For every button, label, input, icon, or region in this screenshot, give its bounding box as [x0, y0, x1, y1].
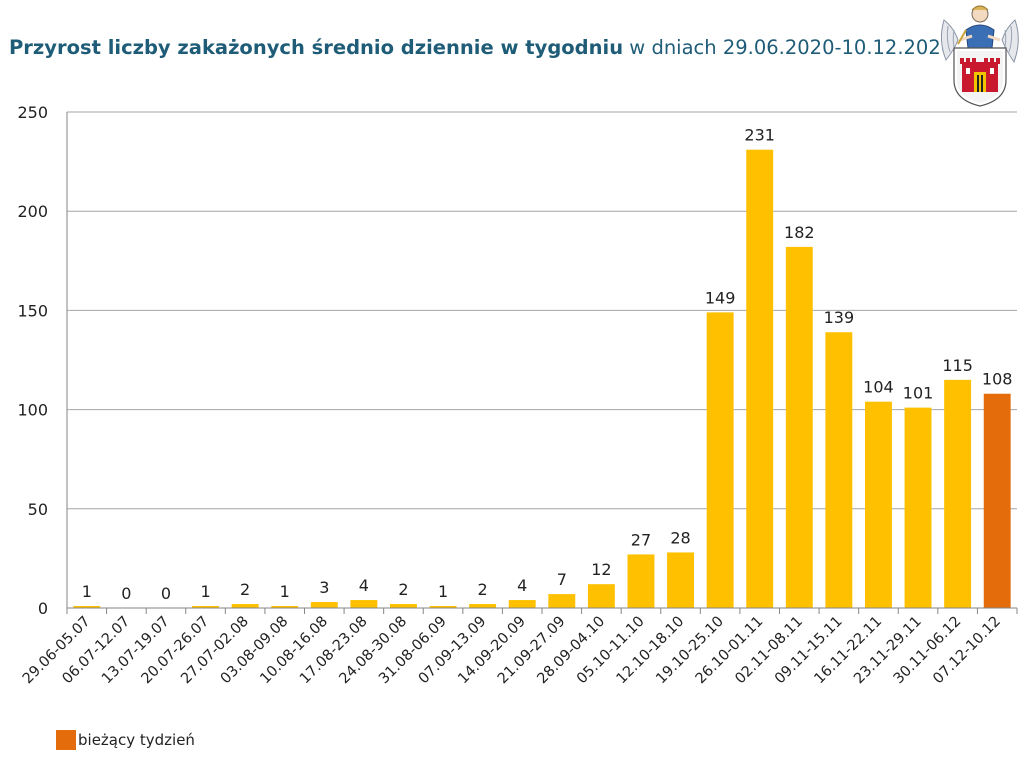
bar — [310, 602, 338, 608]
data-label: 2 — [398, 580, 408, 599]
data-label: 0 — [161, 584, 171, 603]
bar — [627, 554, 655, 608]
legend: bieżący tydzień — [56, 730, 195, 750]
bar — [667, 552, 694, 608]
bar — [825, 332, 853, 608]
data-label: 28 — [670, 528, 690, 547]
bar — [746, 149, 774, 609]
legend-label: bieżący tydzień — [78, 731, 195, 749]
data-label: 101 — [903, 384, 934, 403]
data-label: 104 — [863, 378, 894, 397]
bar — [469, 604, 497, 608]
data-label: 182 — [784, 223, 815, 242]
bar — [865, 401, 892, 608]
bar — [983, 393, 1011, 608]
legend-swatch-current-week — [56, 730, 76, 750]
data-label: 4 — [517, 576, 527, 595]
data-label: 27 — [631, 530, 651, 549]
data-label: 3 — [319, 578, 329, 597]
y-tick-label: 200 — [17, 202, 48, 221]
torun-coat-of-arms-icon — [940, 5, 1019, 107]
y-tick-label: 250 — [17, 103, 48, 122]
bar — [390, 604, 417, 608]
data-label: 139 — [824, 308, 855, 327]
data-label: 7 — [557, 570, 567, 589]
chart-title-bold: Przyrost liczby zakażonych średnio dzien… — [9, 36, 624, 59]
y-tick-label: 50 — [28, 500, 48, 519]
y-tick-label: 0 — [38, 599, 48, 618]
bar — [706, 312, 734, 608]
data-label: 12 — [591, 560, 611, 579]
bar — [508, 600, 536, 608]
data-label: 1 — [438, 582, 448, 601]
x-tick-label: 29.06-05.07 — [20, 614, 94, 688]
bar — [429, 606, 457, 608]
bar — [944, 379, 972, 608]
bar — [192, 606, 219, 608]
data-label: 108 — [982, 370, 1013, 389]
data-label: 231 — [744, 126, 775, 145]
bar — [73, 606, 101, 608]
bar — [271, 606, 299, 608]
data-label: 1 — [200, 582, 210, 601]
bar — [587, 584, 615, 608]
chart-title: Przyrost liczby zakażonych średnio dzien… — [9, 36, 953, 59]
data-label: 0 — [121, 584, 131, 603]
data-label: 1 — [82, 582, 92, 601]
bar — [904, 407, 932, 608]
data-label: 115 — [942, 356, 973, 375]
bar — [785, 246, 813, 609]
y-tick-label: 150 — [17, 301, 48, 320]
data-label: 2 — [240, 580, 250, 599]
chart-title-date-range: w dniach 29.06.2020-10.12.2020 — [623, 36, 954, 59]
data-label: 4 — [359, 576, 369, 595]
y-tick-label: 100 — [17, 401, 48, 420]
data-label: 1 — [280, 582, 290, 601]
data-label: 2 — [478, 580, 488, 599]
data-label: 149 — [705, 288, 736, 307]
bar — [350, 600, 378, 608]
bar — [548, 594, 576, 608]
bar — [231, 604, 259, 608]
